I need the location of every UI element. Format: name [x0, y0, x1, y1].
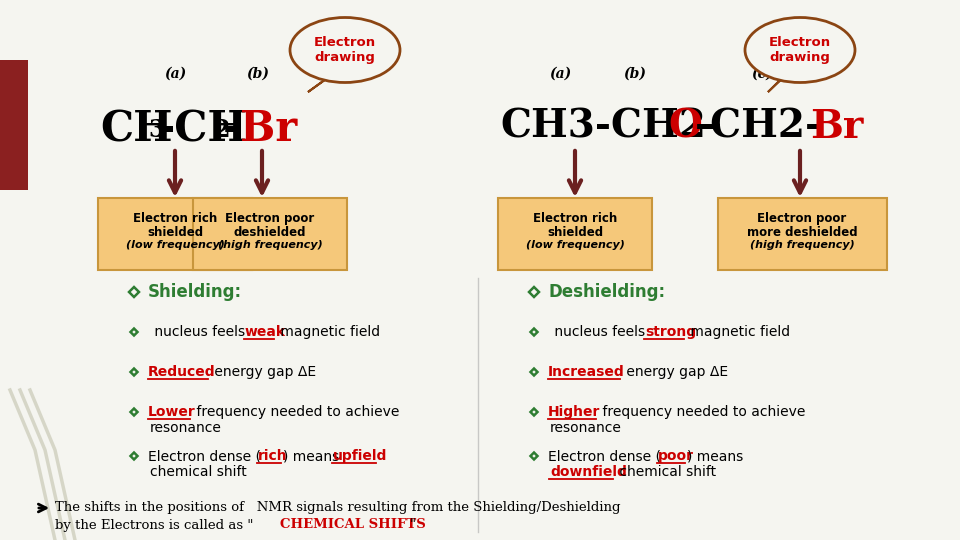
Text: Br: Br: [810, 108, 863, 146]
Text: (b): (b): [247, 67, 270, 81]
FancyBboxPatch shape: [498, 198, 652, 270]
Text: more deshielded: more deshielded: [747, 226, 857, 239]
Text: chemical shift: chemical shift: [150, 465, 247, 479]
Ellipse shape: [290, 17, 400, 83]
Text: O: O: [668, 108, 702, 146]
Text: frequency needed to achieve: frequency needed to achieve: [192, 405, 399, 419]
Text: nucleus feels: nucleus feels: [150, 325, 250, 339]
Text: Lower: Lower: [148, 405, 196, 419]
Polygon shape: [768, 76, 785, 92]
FancyBboxPatch shape: [193, 198, 347, 270]
Text: -CH: -CH: [158, 108, 248, 150]
Text: weak: weak: [245, 325, 286, 339]
Text: energy gap ΔE: energy gap ΔE: [210, 365, 316, 379]
Text: resonance: resonance: [150, 421, 222, 435]
Text: energy gap ΔE: energy gap ΔE: [622, 365, 728, 379]
Polygon shape: [308, 76, 330, 92]
Text: Br: Br: [240, 108, 298, 150]
Text: Electron: Electron: [314, 37, 376, 50]
Text: Electron poor: Electron poor: [226, 212, 315, 225]
FancyBboxPatch shape: [718, 198, 887, 270]
Text: ) means: ) means: [687, 449, 743, 463]
Text: (b): (b): [623, 67, 646, 81]
Text: (high frequency): (high frequency): [218, 240, 323, 250]
Text: 3: 3: [148, 118, 164, 142]
Text: Electron poor: Electron poor: [757, 212, 847, 225]
Text: (a): (a): [549, 67, 571, 81]
Text: deshielded: deshielded: [233, 226, 306, 239]
Text: (low frequency): (low frequency): [126, 240, 225, 250]
Text: magnetic field: magnetic field: [686, 325, 790, 339]
Text: Shielding:: Shielding:: [148, 283, 242, 301]
Text: poor: poor: [658, 449, 694, 463]
Text: Electron dense (: Electron dense (: [548, 449, 661, 463]
Text: rich: rich: [258, 449, 288, 463]
Polygon shape: [0, 90, 28, 150]
Text: 2: 2: [213, 118, 229, 142]
Text: shielded: shielded: [147, 226, 204, 239]
Text: shielded: shielded: [547, 226, 603, 239]
Text: drawing: drawing: [770, 51, 830, 64]
Text: Electron rich: Electron rich: [533, 212, 617, 225]
Text: Electron dense (: Electron dense (: [148, 449, 261, 463]
Text: strong: strong: [645, 325, 696, 339]
Text: Deshielding:: Deshielding:: [548, 283, 665, 301]
Text: (a): (a): [164, 67, 186, 81]
Text: ) means: ) means: [283, 449, 339, 463]
Text: by the Electrons is called as ": by the Electrons is called as ": [55, 518, 253, 531]
Text: Reduced: Reduced: [148, 365, 216, 379]
Text: Increased: Increased: [548, 365, 625, 379]
Text: (high frequency): (high frequency): [750, 240, 854, 250]
Text: CH3-CH2-: CH3-CH2-: [500, 108, 722, 146]
Text: (c): (c): [751, 67, 773, 81]
Text: -CH2-: -CH2-: [695, 108, 822, 146]
Text: Higher: Higher: [548, 405, 600, 419]
Text: frequency needed to achieve: frequency needed to achieve: [598, 405, 805, 419]
FancyBboxPatch shape: [98, 198, 252, 270]
Ellipse shape: [745, 17, 855, 83]
Text: CHEMICAL SHIFTS: CHEMICAL SHIFTS: [280, 518, 425, 531]
Text: (low frequency): (low frequency): [525, 240, 624, 250]
Text: The shifts in the positions of   NMR signals resulting from the Shielding/Deshie: The shifts in the positions of NMR signa…: [55, 502, 620, 515]
Text: Electron: Electron: [769, 37, 831, 50]
Text: magnetic field: magnetic field: [276, 325, 380, 339]
Text: CH: CH: [100, 108, 173, 150]
Text: upfield: upfield: [333, 449, 388, 463]
Text: nucleus feels: nucleus feels: [550, 325, 650, 339]
Text: resonance: resonance: [550, 421, 622, 435]
Text: -: -: [223, 108, 240, 150]
Text: drawing: drawing: [315, 51, 375, 64]
Text: Electron rich: Electron rich: [132, 212, 217, 225]
Text: chemical shift: chemical shift: [615, 465, 716, 479]
FancyBboxPatch shape: [0, 60, 28, 190]
Text: ": ": [410, 518, 416, 531]
Text: downfield: downfield: [550, 465, 627, 479]
